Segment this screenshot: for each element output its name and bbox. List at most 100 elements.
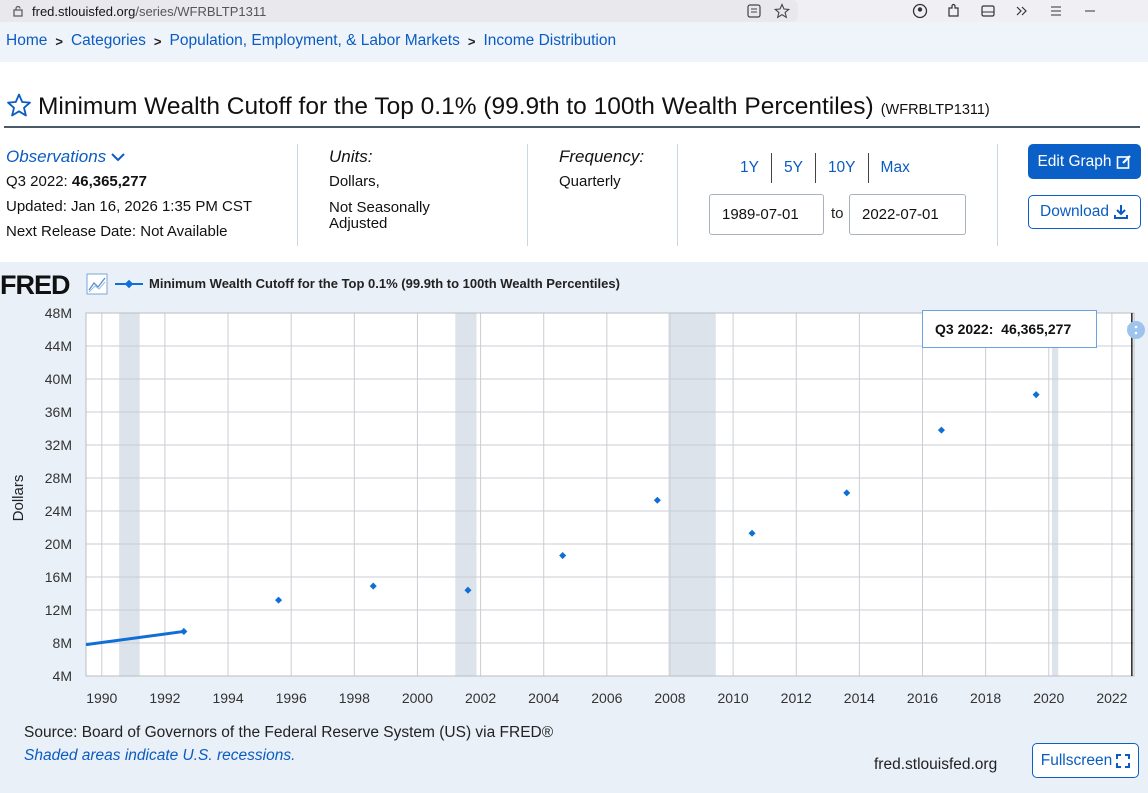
end-date-input[interactable]: 2022-07-01 bbox=[849, 194, 966, 235]
x-tick-label: 2020 bbox=[1033, 690, 1064, 706]
observations-toggle[interactable]: Observations bbox=[6, 144, 252, 169]
fullscreen-icon bbox=[1116, 753, 1131, 768]
breadcrumb-separator: > bbox=[55, 34, 63, 49]
range-max-button[interactable]: Max bbox=[880, 159, 910, 176]
x-tick-label: 2004 bbox=[528, 690, 559, 706]
data-point[interactable] bbox=[559, 552, 567, 560]
units-value: Dollars, bbox=[329, 173, 380, 190]
next-release-text: Next Release Date: Not Available bbox=[6, 223, 228, 240]
y-tick-label: 20M bbox=[45, 536, 72, 552]
meta-divider bbox=[677, 144, 678, 246]
fullscreen-button[interactable]: Fullscreen bbox=[1032, 743, 1139, 778]
breadcrumb-band: Home > Categories > Population, Employme… bbox=[0, 22, 1148, 62]
meta-divider bbox=[527, 144, 528, 246]
account-icon[interactable] bbox=[912, 3, 928, 19]
data-point[interactable] bbox=[937, 426, 945, 434]
x-tick-label: 2022 bbox=[1096, 690, 1127, 706]
range-5y-button[interactable]: 5Y bbox=[783, 159, 803, 176]
edit-icon bbox=[1116, 154, 1131, 169]
breadcrumb-categories[interactable]: Categories bbox=[70, 32, 146, 49]
x-tick-label: 2006 bbox=[591, 690, 622, 706]
breadcrumb-income[interactable]: Income Distribution bbox=[483, 32, 617, 49]
overflow-chevron-icon[interactable] bbox=[1014, 3, 1030, 19]
y-tick-label: 24M bbox=[45, 503, 72, 519]
plot-border bbox=[85, 312, 1135, 677]
x-tick-label: 2016 bbox=[907, 690, 938, 706]
recession-band bbox=[455, 313, 477, 676]
updated-text: Updated: Jan 16, 2026 1:35 PM CST bbox=[6, 198, 252, 215]
chart-line-icon bbox=[86, 273, 108, 295]
legend-swatch bbox=[115, 279, 143, 288]
sidebar-icon[interactable] bbox=[980, 3, 996, 19]
x-tick-label: 2010 bbox=[718, 690, 749, 706]
data-point[interactable] bbox=[843, 489, 851, 497]
site-info-icon[interactable] bbox=[12, 5, 24, 17]
seasonal-adjustment: Not Seasonally Adjusted bbox=[329, 199, 430, 232]
x-tick-label: 1992 bbox=[149, 690, 180, 706]
recession-note: Shaded areas indicate U.S. recessions. bbox=[24, 747, 296, 764]
bookmark-star-icon[interactable] bbox=[774, 3, 790, 19]
breadcrumb-home[interactable]: Home bbox=[6, 32, 48, 49]
line-chart[interactable]: 4M 8M 12M 16M 20M 24M 28M 32M 36M 40M 44M 48M 1990 1… bbox=[0, 262, 1148, 722]
chevron-down-icon bbox=[111, 152, 125, 161]
y-tick-label: 28M bbox=[45, 470, 72, 486]
edit-graph-button[interactable]: Edit Graph bbox=[1028, 144, 1141, 179]
fred-logo[interactable]: FRED bbox=[0, 270, 70, 300]
recession-band bbox=[1051, 313, 1059, 676]
y-tick-label: 8M bbox=[53, 635, 72, 651]
series-title-row: Minimum Wealth Cutoff for the Top 0.1% (… bbox=[6, 88, 990, 121]
breadcrumb-separator: > bbox=[467, 34, 476, 49]
series-id: (WFRBLTP1311) bbox=[880, 102, 990, 118]
meta-divider bbox=[997, 144, 998, 246]
y-tick-label: 40M bbox=[45, 371, 72, 387]
series-line-segment bbox=[85, 629, 185, 647]
menu-icon[interactable] bbox=[1048, 3, 1064, 19]
data-point[interactable] bbox=[369, 582, 377, 590]
range-1y-button[interactable]: 1Y bbox=[740, 159, 759, 176]
download-button[interactable]: Download bbox=[1028, 195, 1141, 229]
range-buttons: 1Y 5Y 10Y Max bbox=[728, 153, 922, 183]
x-tick-label: 2018 bbox=[970, 690, 1001, 706]
title-divider bbox=[4, 126, 1140, 128]
breadcrumb-separator: > bbox=[153, 34, 162, 49]
units-label: Units: bbox=[329, 147, 373, 166]
latest-value: 46,365,277 bbox=[71, 173, 147, 190]
y-axis-label: Dollars bbox=[10, 475, 27, 522]
frequency-block: Frequency: Quarterly bbox=[559, 144, 644, 194]
recession-band bbox=[119, 313, 140, 676]
latest-observation: Q3 2022: 46,365,277 bbox=[6, 173, 147, 190]
date-to-label: to bbox=[831, 205, 844, 222]
chart-legend: Minimum Wealth Cutoff for the Top 0.1% (… bbox=[115, 276, 620, 291]
data-point[interactable] bbox=[653, 496, 661, 504]
favorite-star-icon[interactable] bbox=[6, 92, 32, 118]
reader-view-icon[interactable] bbox=[746, 3, 762, 19]
minimize-icon[interactable] bbox=[1082, 3, 1098, 19]
value-tooltip: Q3 2022: 46,365,277 bbox=[922, 310, 1097, 348]
chart-handle-icon[interactable] bbox=[1126, 320, 1146, 340]
download-icon bbox=[1113, 205, 1128, 219]
y-tick-label: 12M bbox=[45, 602, 72, 618]
url-text[interactable]: fred.stlouisfed.org/series/WFRBLTP1311 bbox=[32, 3, 267, 19]
data-point[interactable] bbox=[180, 627, 188, 635]
legend-label: Minimum Wealth Cutoff for the Top 0.1% (… bbox=[149, 276, 620, 291]
y-tick-label: 36M bbox=[45, 404, 72, 420]
x-tick-label: 2014 bbox=[844, 690, 875, 706]
frequency-label: Frequency: bbox=[559, 147, 645, 166]
y-tick-label: 4M bbox=[53, 668, 72, 684]
data-point[interactable] bbox=[275, 596, 283, 604]
start-date-input[interactable]: 1989-07-01 bbox=[709, 194, 824, 235]
x-tick-label: 1994 bbox=[212, 690, 243, 706]
breadcrumb-population[interactable]: Population, Employment, & Labor Markets bbox=[169, 32, 460, 49]
x-tick-label: 1990 bbox=[86, 690, 117, 706]
range-10y-button[interactable]: 10Y bbox=[827, 159, 856, 176]
y-tick-label: 48M bbox=[45, 305, 72, 321]
data-point[interactable] bbox=[748, 529, 756, 537]
address-bar[interactable]: fred.stlouisfed.org/series/WFRBLTP1311 bbox=[0, 0, 798, 22]
frequency-value: Quarterly bbox=[559, 173, 621, 190]
data-point[interactable] bbox=[464, 586, 472, 594]
y-tick-label: 16M bbox=[45, 569, 72, 585]
extensions-icon[interactable] bbox=[946, 3, 962, 19]
x-tick-label: 2008 bbox=[654, 690, 685, 706]
breadcrumb: Home > Categories > Population, Employme… bbox=[6, 32, 616, 50]
y-tick-label: 32M bbox=[45, 437, 72, 453]
